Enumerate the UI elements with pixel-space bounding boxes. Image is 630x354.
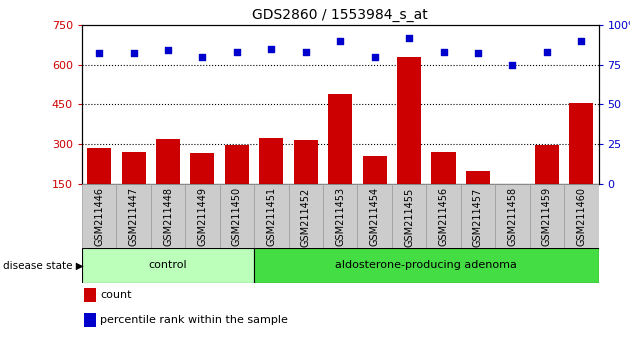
Text: percentile rank within the sample: percentile rank within the sample bbox=[100, 315, 288, 325]
Text: GSM211457: GSM211457 bbox=[473, 187, 483, 246]
Bar bbox=[500, 183, 524, 184]
Bar bbox=[82, 184, 117, 248]
Title: GDS2860 / 1553984_s_at: GDS2860 / 1553984_s_at bbox=[253, 8, 428, 22]
Point bbox=[507, 62, 517, 67]
Bar bbox=[397, 57, 421, 184]
Point bbox=[370, 54, 380, 59]
Text: GSM211452: GSM211452 bbox=[301, 187, 311, 246]
Bar bbox=[323, 184, 357, 248]
Text: control: control bbox=[149, 261, 187, 270]
Bar bbox=[495, 184, 530, 248]
Bar bbox=[357, 184, 392, 248]
Text: GSM211459: GSM211459 bbox=[542, 187, 552, 246]
Bar bbox=[432, 152, 455, 184]
Text: GSM211448: GSM211448 bbox=[163, 187, 173, 246]
Bar bbox=[363, 156, 387, 184]
Bar bbox=[535, 145, 559, 184]
Bar bbox=[117, 184, 151, 248]
Bar bbox=[328, 94, 352, 184]
Text: GSM211460: GSM211460 bbox=[576, 187, 587, 246]
Point bbox=[232, 49, 242, 55]
Bar bbox=[84, 313, 96, 327]
Bar bbox=[260, 138, 284, 184]
Point bbox=[301, 49, 311, 55]
Bar bbox=[564, 184, 598, 248]
Bar bbox=[570, 103, 593, 184]
Text: GSM211456: GSM211456 bbox=[438, 187, 449, 246]
Text: GSM211454: GSM211454 bbox=[370, 187, 380, 246]
Bar bbox=[82, 248, 254, 283]
Point bbox=[94, 51, 104, 56]
Bar bbox=[220, 184, 254, 248]
Bar bbox=[530, 184, 564, 248]
Point bbox=[542, 49, 552, 55]
Bar bbox=[84, 288, 96, 302]
Bar bbox=[87, 148, 111, 184]
Point bbox=[404, 35, 414, 40]
Bar bbox=[254, 248, 598, 283]
Point bbox=[473, 51, 483, 56]
Bar bbox=[156, 139, 180, 184]
Bar bbox=[122, 152, 146, 184]
Text: GSM211447: GSM211447 bbox=[129, 187, 139, 246]
Bar bbox=[466, 171, 490, 184]
Point bbox=[438, 49, 449, 55]
Bar bbox=[461, 184, 495, 248]
Text: disease state ▶: disease state ▶ bbox=[3, 261, 84, 270]
Bar bbox=[294, 140, 318, 184]
Bar bbox=[185, 184, 220, 248]
Text: count: count bbox=[100, 290, 132, 300]
Point bbox=[576, 38, 587, 44]
Bar bbox=[190, 153, 214, 184]
Bar bbox=[427, 184, 461, 248]
Bar bbox=[151, 184, 185, 248]
Point bbox=[335, 38, 345, 44]
Text: GSM211451: GSM211451 bbox=[266, 187, 277, 246]
Text: GSM211446: GSM211446 bbox=[94, 187, 104, 246]
Bar bbox=[225, 145, 249, 184]
Text: GSM211455: GSM211455 bbox=[404, 187, 414, 246]
Text: GSM211449: GSM211449 bbox=[197, 187, 207, 246]
Bar bbox=[289, 184, 323, 248]
Text: aldosterone-producing adenoma: aldosterone-producing adenoma bbox=[335, 261, 517, 270]
Text: GSM211450: GSM211450 bbox=[232, 187, 242, 246]
Point bbox=[197, 54, 207, 59]
Point bbox=[129, 51, 139, 56]
Text: GSM211453: GSM211453 bbox=[335, 187, 345, 246]
Point bbox=[266, 46, 277, 51]
Text: GSM211458: GSM211458 bbox=[507, 187, 517, 246]
Point bbox=[163, 47, 173, 53]
Bar bbox=[392, 184, 427, 248]
Bar bbox=[254, 184, 289, 248]
